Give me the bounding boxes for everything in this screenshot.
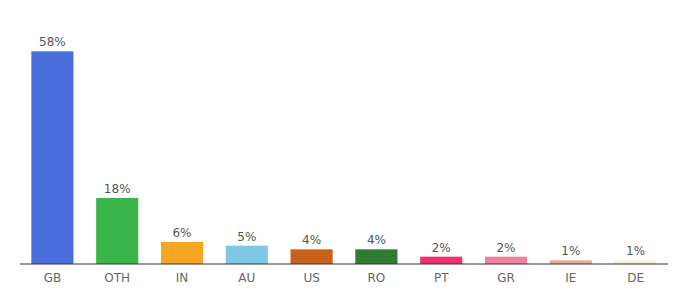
x-tick-label: DE <box>627 271 644 285</box>
chart: 58% 18% 6% 5% 4% 4% 2% 2% 1% 1% GB OTH IN AU US RO PT GR I… <box>0 0 680 300</box>
data-label: 18% <box>104 182 131 196</box>
bar <box>226 246 268 264</box>
data-label: 6% <box>172 226 191 240</box>
bar <box>550 260 592 264</box>
data-label: 2% <box>432 241 451 255</box>
chart-container: 58% 18% 6% 5% 4% 4% 2% 2% 1% 1% GB OTH IN AU US RO PT GR I… <box>0 0 680 300</box>
data-label: 1% <box>561 244 580 258</box>
data-label: 4% <box>302 233 321 247</box>
x-tick-label: IE <box>565 271 576 285</box>
data-label: 2% <box>496 241 515 255</box>
bar <box>420 257 462 264</box>
x-tick-label: GB <box>44 271 62 285</box>
x-tick-label: OTH <box>104 271 130 285</box>
bar <box>291 249 333 264</box>
x-tick-label: RO <box>368 271 386 285</box>
bars <box>31 51 656 264</box>
bar <box>96 198 138 264</box>
x-tick-label: PT <box>434 271 449 285</box>
data-label: 4% <box>367 233 386 247</box>
x-axis-line <box>20 264 668 265</box>
data-labels: 58% 18% 6% 5% 4% 4% 2% 2% 1% 1% <box>39 35 645 258</box>
bar <box>31 51 73 264</box>
x-tick-label: AU <box>238 271 255 285</box>
x-tick-label: IN <box>176 271 189 285</box>
bar <box>355 249 397 264</box>
bar <box>615 260 657 264</box>
data-label: 5% <box>237 230 256 244</box>
x-tick-label: US <box>303 271 319 285</box>
data-label: 1% <box>626 244 645 258</box>
bar <box>485 257 527 264</box>
x-tick-labels: GB OTH IN AU US RO PT GR IE DE <box>44 271 644 285</box>
x-tick-label: GR <box>497 271 515 285</box>
bar <box>161 242 203 264</box>
data-label: 58% <box>39 35 66 49</box>
